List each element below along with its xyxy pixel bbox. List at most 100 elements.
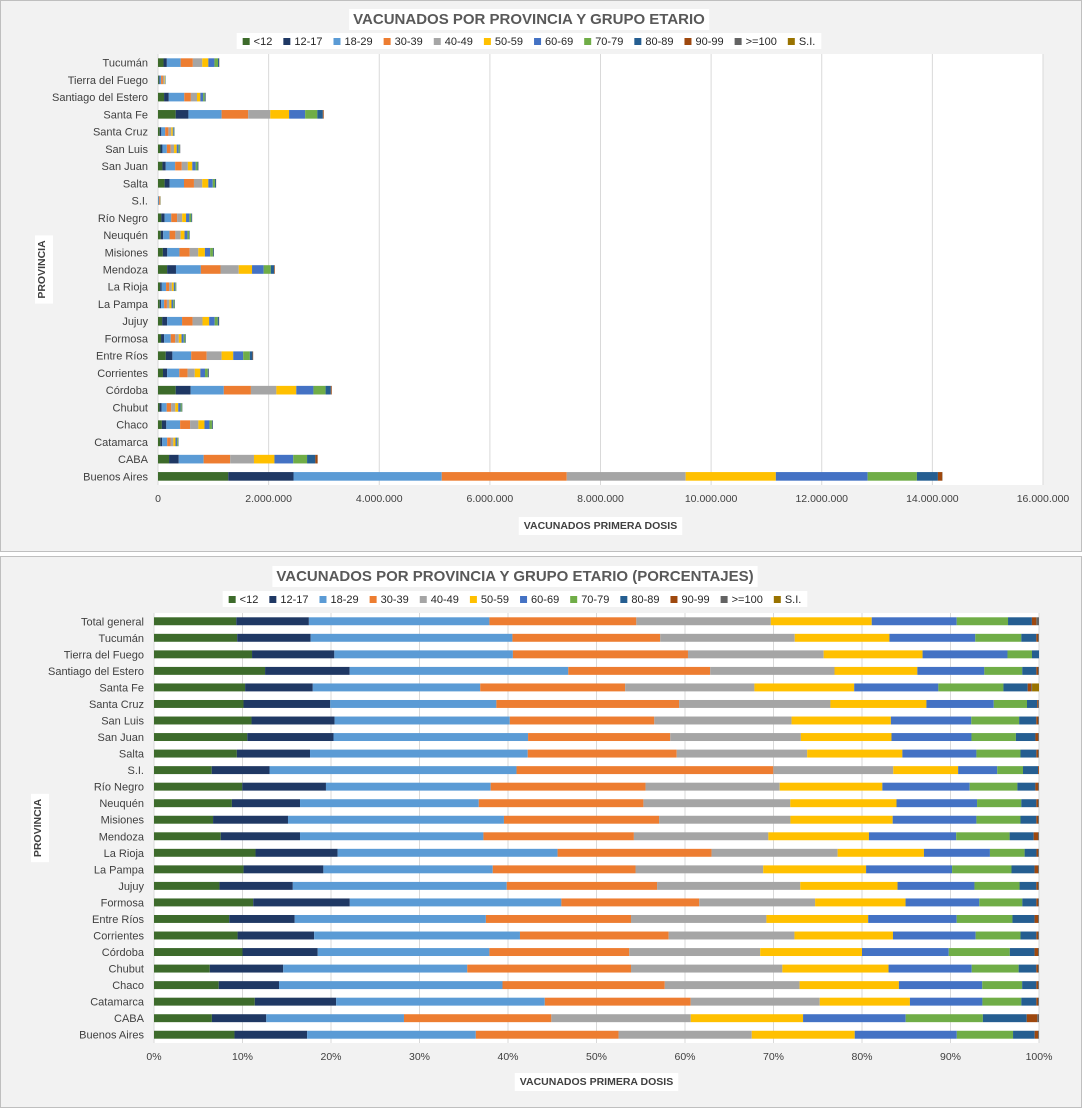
bar-segment-cordoba-70-79 (948, 948, 1010, 957)
legend-swatch (584, 38, 592, 45)
bar-segment-san-juan-50-59 (800, 733, 892, 742)
legend-swatch (734, 38, 742, 45)
bar-segment-santiago-del-estero-12-17 (164, 92, 169, 102)
bar-segment-caba-90-99 (1026, 1014, 1038, 1023)
bar-segment-catamarca-60-69 (909, 997, 983, 1006)
bar-segment-caba-18-29 (178, 454, 204, 464)
bar-segment-catamarca-70-79 (982, 997, 1022, 1006)
bar-segment-formosa-12 (158, 334, 162, 343)
category-label: Buenos Aires (83, 471, 148, 483)
bar-segment-chubut-18-29 (283, 964, 468, 973)
bar-segment-cordoba-90-99 (1034, 948, 1039, 957)
bar-segment-santa-cruz-40-49 (168, 127, 172, 136)
bar-segment-la-rioja-18-29 (161, 282, 167, 292)
bar-segment-corrientes-12 (154, 931, 238, 940)
bar-segment-mendoza-80-89 (270, 265, 275, 274)
legend-item-40-49: 40-49 (433, 36, 473, 48)
bar-segment-santa-fe-30-39 (221, 110, 249, 119)
bar-segment-santa-fe-80-89 (317, 110, 323, 119)
bar-segment-santa-cruz-40-49 (679, 699, 831, 708)
bar-segment-misiones-12 (154, 815, 214, 824)
category-label: Corrientes (97, 368, 148, 380)
bar-segment-corrientes-12-17 (237, 931, 315, 940)
bar-segment-formosa-18-29 (349, 898, 562, 907)
percent-chart: VACUNADOS POR PROVINCIA Y GRUPO ETARIO (… (31, 566, 1052, 1091)
bar-segment-cordoba-12 (154, 948, 243, 957)
bar-segment-corrientes-70-79 (205, 368, 208, 378)
category-label: Buenos Aires (79, 1030, 144, 1042)
bar-segment-la-pampa-30-39 (492, 865, 636, 874)
bar-segment-caba-12 (158, 454, 170, 464)
bar-segment-tierra-del-fuego-12 (158, 75, 159, 85)
bar-segment-santa-cruz-30-39 (496, 699, 680, 708)
bar-segment-misiones-30-39 (179, 247, 190, 257)
bar-segment-corrientes-12-17 (162, 368, 168, 378)
bar-segment-misiones-40-49 (659, 815, 791, 824)
legend-label: 30-39 (381, 594, 409, 606)
bar-segment-entre-rios-18-29 (294, 914, 486, 923)
bar-segment-mendoza-80-89 (1009, 832, 1034, 841)
bar-segment-caba-80-89 (982, 1014, 1027, 1023)
bar-segment-la-pampa-18-29 (323, 865, 493, 874)
category-label: Misiones (101, 815, 145, 827)
bar-segment-cordoba-60-69 (862, 948, 949, 957)
legend-label: 18-29 (330, 594, 358, 606)
bar-segment-corrientes-90-99 (1036, 931, 1039, 940)
bar-segment-la-pampa-12-17 (243, 865, 324, 874)
legend-swatch (433, 38, 441, 45)
bar-segment-jujuy-12-17 (219, 881, 293, 890)
bar-segment-cordoba-40-49 (250, 385, 277, 395)
bar-segment-total-general-50-59 (770, 617, 872, 626)
legend-swatch (520, 596, 528, 603)
legend-swatch (720, 596, 728, 603)
bar-segment-tierra-del-fuego-40-49 (687, 650, 824, 659)
bar-segment-entre-rios-60-69 (233, 351, 244, 361)
bar-segment-neuquen-30-39 (169, 230, 176, 240)
bar-segment-s-i-18-29 (269, 766, 517, 775)
bar-segment-san-juan-70-79 (195, 161, 198, 171)
bar-segment-la-pampa-12 (158, 299, 160, 309)
bar-segment-chubut-90-99 (1036, 964, 1039, 973)
bar-segment-misiones-80-89 (1020, 815, 1037, 824)
category-label: Santiago del Estero (52, 92, 148, 104)
legend-item-60-69: 60-69 (534, 36, 573, 48)
bar-segment-la-pampa-60-69 (866, 865, 953, 874)
bar-segment-tierra-del-fuego-18-29 (159, 75, 162, 85)
bar-segment-cordoba-80-89 (325, 385, 331, 395)
bar-segment-catamarca-70-79 (177, 437, 179, 447)
legend-item-100: >=100 (720, 594, 763, 606)
bar-segment-misiones-12-17 (213, 815, 288, 824)
bar-segment-cordoba-12-17 (175, 385, 191, 395)
bar-segment-cordoba-70-79 (313, 385, 326, 395)
bar-segment-tucuman-80-89 (218, 58, 220, 67)
legend-label: 12-17 (294, 36, 322, 48)
bar-segment-jujuy-80-89 (1019, 881, 1037, 890)
bar-segment-cordoba-100 (1038, 948, 1039, 957)
bar-segment-chubut-40-49 (171, 403, 176, 412)
bar-segment-formosa-30-39 (170, 334, 176, 343)
bar-segment-la-pampa-100 (1038, 865, 1039, 874)
bar-segment-la-rioja-40-49 (169, 282, 172, 292)
bar-segment-rio-negro-80-89 (1017, 782, 1036, 791)
bar-segment-la-pampa-70-79 (952, 865, 1012, 874)
bar-segment-la-pampa-40-49 (635, 865, 764, 874)
bar-segment-total-general-90-99 (1031, 617, 1037, 626)
bar-segment-total-general-60-69 (871, 617, 957, 626)
bar-segment-misiones-18-29 (287, 815, 504, 824)
bar-segment-formosa-40-49 (699, 898, 816, 907)
bar-segment-santa-fe-12 (154, 683, 246, 692)
category-label: Santa Fe (99, 682, 144, 694)
x-tick-label: 40% (497, 1051, 518, 1063)
bar-segment-total-general-40-49 (636, 617, 771, 626)
bar-segment-santa-fe-40-49 (248, 110, 271, 119)
bar-segment-tucuman-100 (1038, 633, 1039, 642)
bar-segment-rio-negro-50-59 (779, 782, 883, 791)
bar-segment-san-luis-12-17 (160, 144, 163, 154)
bar-segment-salta-40-49 (193, 178, 203, 188)
bar-segment-san-luis-80-89 (1019, 716, 1037, 725)
bar-segment-chubut-60-69 (178, 403, 181, 412)
bar-segment-chaco-18-29 (279, 981, 503, 990)
bar-segment-la-pampa-60-69 (171, 299, 174, 309)
bar-segment-entre-rios-12 (154, 914, 230, 923)
bar-segment-catamarca-50-59 (819, 997, 910, 1006)
